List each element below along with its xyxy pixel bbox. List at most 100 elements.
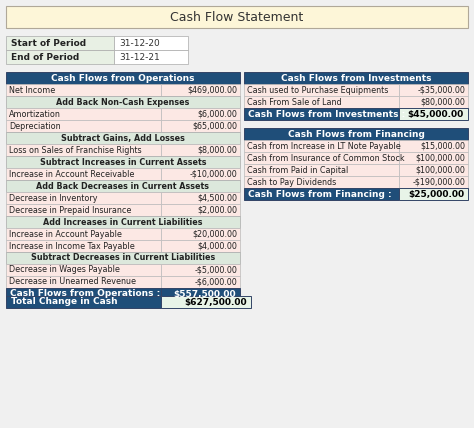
Bar: [161, 276, 240, 288]
Text: Cash Flows from Financing: Cash Flows from Financing: [288, 130, 424, 139]
Text: Cash Flows from Investments: Cash Flows from Investments: [281, 74, 431, 83]
Bar: [6, 168, 161, 180]
Text: Decrease in Unearned Revenue: Decrease in Unearned Revenue: [9, 277, 136, 286]
Bar: [244, 128, 468, 140]
Text: Loss on Sales of Franchise Rights: Loss on Sales of Franchise Rights: [9, 146, 142, 155]
Bar: [6, 144, 161, 156]
Text: -$35,000.00: -$35,000.00: [417, 86, 465, 95]
Text: Cash from Increase in LT Note Payable: Cash from Increase in LT Note Payable: [247, 142, 401, 151]
Text: $4,500.00: $4,500.00: [197, 193, 237, 202]
Bar: [6, 216, 240, 228]
Text: 31-12-21: 31-12-21: [119, 53, 160, 62]
Text: Subtract Decreases in Current Liabilities: Subtract Decreases in Current Liabilitie…: [31, 253, 215, 262]
Text: $25,000.00: $25,000.00: [408, 190, 464, 199]
Text: Cash used to Purchase Equipments: Cash used to Purchase Equipments: [247, 86, 388, 95]
Text: Subtract Gains, Add Losses: Subtract Gains, Add Losses: [61, 134, 185, 143]
Bar: [161, 288, 240, 300]
Bar: [6, 240, 161, 252]
Bar: [114, 36, 188, 50]
Bar: [399, 84, 468, 96]
Bar: [6, 228, 161, 240]
Bar: [244, 72, 468, 84]
Bar: [244, 84, 399, 96]
Text: $100,000.00: $100,000.00: [415, 166, 465, 175]
Bar: [6, 96, 240, 108]
Text: Amortization: Amortization: [9, 110, 61, 119]
Bar: [244, 108, 399, 120]
Bar: [399, 108, 468, 120]
Bar: [6, 276, 161, 288]
Bar: [6, 156, 240, 168]
Bar: [399, 164, 468, 176]
Text: $15,000.00: $15,000.00: [420, 142, 465, 151]
Bar: [6, 132, 240, 144]
Bar: [161, 120, 240, 132]
Bar: [161, 264, 240, 276]
Text: Cash Flows from Operations :: Cash Flows from Operations :: [10, 289, 160, 298]
Bar: [6, 204, 161, 216]
Bar: [244, 152, 399, 164]
Text: Cash from Insurance of Common Stock: Cash from Insurance of Common Stock: [247, 154, 405, 163]
Text: Cash Flows from Financing :: Cash Flows from Financing :: [248, 190, 392, 199]
Text: Depreciation: Depreciation: [9, 122, 61, 131]
Text: Cash Flows from Investments :: Cash Flows from Investments :: [248, 110, 405, 119]
Bar: [161, 240, 240, 252]
Text: Add Back Non-Cash Expenses: Add Back Non-Cash Expenses: [56, 98, 190, 107]
Text: Start of Period: Start of Period: [11, 39, 86, 48]
Text: Cash from Paid in Capital: Cash from Paid in Capital: [247, 166, 348, 175]
Bar: [244, 140, 399, 152]
Bar: [6, 108, 161, 120]
Text: $4,000.00: $4,000.00: [197, 241, 237, 250]
Text: Decrease in Prepaid Insurance: Decrease in Prepaid Insurance: [9, 205, 131, 214]
Text: $469,000.00: $469,000.00: [187, 86, 237, 95]
Bar: [114, 50, 188, 64]
Bar: [161, 204, 240, 216]
Text: Add Increases in Current Liabilities: Add Increases in Current Liabilities: [43, 217, 203, 226]
Bar: [244, 188, 399, 200]
Text: Decrease in Inventory: Decrease in Inventory: [9, 193, 98, 202]
Text: Decrease in Wages Payable: Decrease in Wages Payable: [9, 265, 120, 274]
Text: Increase in Account Receivable: Increase in Account Receivable: [9, 169, 134, 178]
Bar: [161, 296, 251, 308]
Text: 31-12-20: 31-12-20: [119, 39, 160, 48]
Bar: [244, 96, 399, 108]
Text: Total Change in Cash: Total Change in Cash: [11, 297, 118, 306]
Bar: [6, 50, 114, 64]
Text: Subtract Increases in Current Assets: Subtract Increases in Current Assets: [40, 158, 206, 166]
Bar: [6, 192, 161, 204]
Bar: [6, 264, 161, 276]
Bar: [6, 72, 240, 84]
Text: Net Income: Net Income: [9, 86, 55, 95]
Bar: [244, 176, 399, 188]
Text: $627,500.00: $627,500.00: [184, 297, 247, 306]
Text: Cash Flow Statement: Cash Flow Statement: [170, 11, 304, 24]
Bar: [399, 96, 468, 108]
Text: $100,000.00: $100,000.00: [415, 154, 465, 163]
Bar: [161, 144, 240, 156]
Text: Cash From Sale of Land: Cash From Sale of Land: [247, 98, 342, 107]
Bar: [6, 180, 240, 192]
Text: End of Period: End of Period: [11, 53, 79, 62]
Text: -$6,000.00: -$6,000.00: [194, 277, 237, 286]
Text: Add Back Decreases in Current Assets: Add Back Decreases in Current Assets: [36, 181, 210, 190]
Bar: [399, 176, 468, 188]
Text: $65,000.00: $65,000.00: [192, 122, 237, 131]
Text: $6,000.00: $6,000.00: [197, 110, 237, 119]
Text: -$5,000.00: -$5,000.00: [194, 265, 237, 274]
Bar: [6, 288, 161, 300]
Bar: [6, 6, 468, 28]
Bar: [161, 84, 240, 96]
Text: Cash to Pay Dividends: Cash to Pay Dividends: [247, 178, 336, 187]
Text: $8,000.00: $8,000.00: [197, 146, 237, 155]
Bar: [399, 188, 468, 200]
Text: Cash Flows from Operations: Cash Flows from Operations: [51, 74, 195, 83]
Text: -$190,000.00: -$190,000.00: [412, 178, 465, 187]
Bar: [161, 192, 240, 204]
Text: $80,000.00: $80,000.00: [420, 98, 465, 107]
Bar: [6, 120, 161, 132]
Bar: [244, 164, 399, 176]
Text: Increase in Account Payable: Increase in Account Payable: [9, 229, 122, 238]
Bar: [399, 152, 468, 164]
Bar: [6, 36, 114, 50]
Bar: [161, 108, 240, 120]
